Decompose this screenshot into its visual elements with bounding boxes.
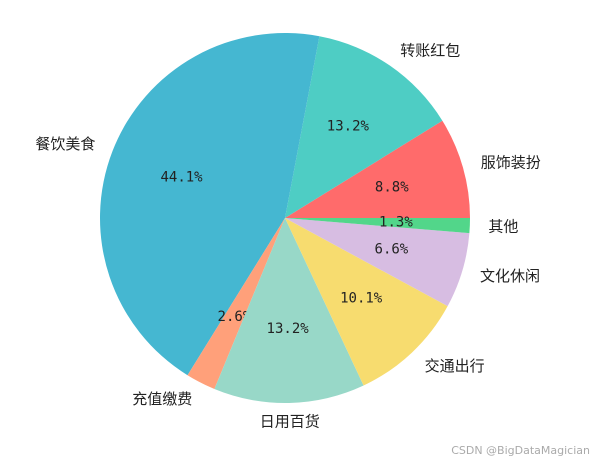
pie-category-label-4: 日用百货 xyxy=(260,412,320,430)
pie-category-label-6: 文化休闲 xyxy=(480,267,540,285)
pie-pct-label-1: 13.2% xyxy=(327,119,370,135)
pie-pct-label-7: 1.3% xyxy=(379,215,413,231)
pie-pct-label-0: 8.8% xyxy=(375,180,409,196)
pie-slice-5 xyxy=(285,218,448,386)
pie-pct-label-2: 44.1% xyxy=(160,170,203,186)
pie-slice-2 xyxy=(99,32,320,376)
pie-pct-label-6: 6.6% xyxy=(375,242,409,258)
pie-slice-1 xyxy=(285,36,443,218)
pie-category-label-5: 交通出行 xyxy=(425,357,485,375)
pie-pct-label-5: 10.1% xyxy=(340,291,383,307)
pie-category-label-2: 餐饮美食 xyxy=(35,135,95,153)
pie-slice-3 xyxy=(187,218,285,390)
pie-slice-4 xyxy=(214,218,364,404)
pie-slice-0 xyxy=(285,120,470,218)
pie-category-label-3: 充值缴费 xyxy=(132,390,192,408)
pie-category-label-7: 其他 xyxy=(488,217,518,235)
watermark: CSDN @BigDataMagician xyxy=(451,444,590,457)
pie-slice-6 xyxy=(285,218,470,307)
pie-category-label-0: 服饰装扮 xyxy=(481,153,541,171)
pie-pct-label-4: 13.2% xyxy=(267,321,310,337)
pie-slice-7 xyxy=(285,218,470,234)
pie-category-label-1: 转账红包 xyxy=(400,41,460,59)
